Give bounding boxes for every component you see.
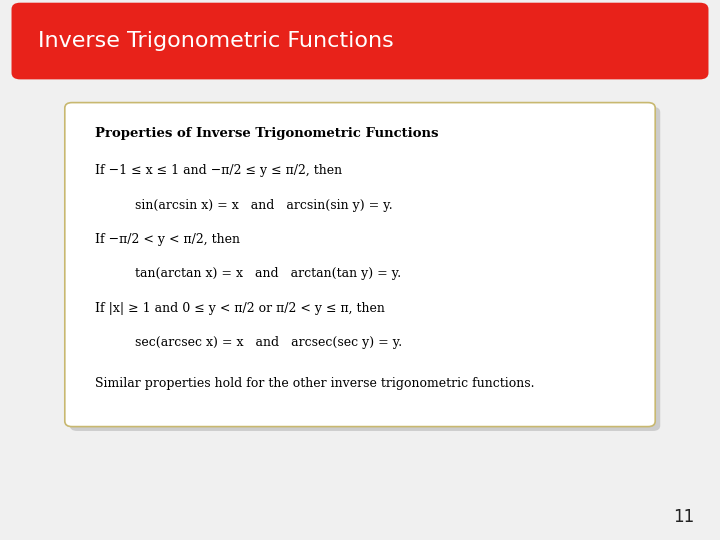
Text: If −π/2 < y < π/2, then: If −π/2 < y < π/2, then	[95, 233, 240, 246]
FancyBboxPatch shape	[65, 103, 655, 427]
Text: If |x| ≥ 1 and 0 ≤ y < π/2 or π/2 < y ≤ π, then: If |x| ≥ 1 and 0 ≤ y < π/2 or π/2 < y ≤ …	[95, 302, 385, 315]
Text: sin(arcsin x) = x   and   arcsin(sin y) = y.: sin(arcsin x) = x and arcsin(sin y) = y.	[135, 199, 393, 212]
Text: Inverse Trigonometric Functions: Inverse Trigonometric Functions	[38, 31, 394, 51]
Text: If −1 ≤ x ≤ 1 and −π/2 ≤ y ≤ π/2, then: If −1 ≤ x ≤ 1 and −π/2 ≤ y ≤ π/2, then	[95, 164, 342, 177]
Text: sec(arcsec x) = x   and   arcsec(sec y) = y.: sec(arcsec x) = x and arcsec(sec y) = y.	[135, 336, 402, 349]
Text: tan(arctan x) = x   and   arctan(tan y) = y.: tan(arctan x) = x and arctan(tan y) = y.	[135, 267, 402, 280]
Text: 11: 11	[673, 509, 695, 526]
FancyBboxPatch shape	[12, 3, 708, 79]
Text: Properties of Inverse Trigonometric Functions: Properties of Inverse Trigonometric Func…	[95, 126, 438, 139]
FancyBboxPatch shape	[70, 107, 660, 431]
Text: Similar properties hold for the other inverse trigonometric functions.: Similar properties hold for the other in…	[95, 377, 534, 390]
